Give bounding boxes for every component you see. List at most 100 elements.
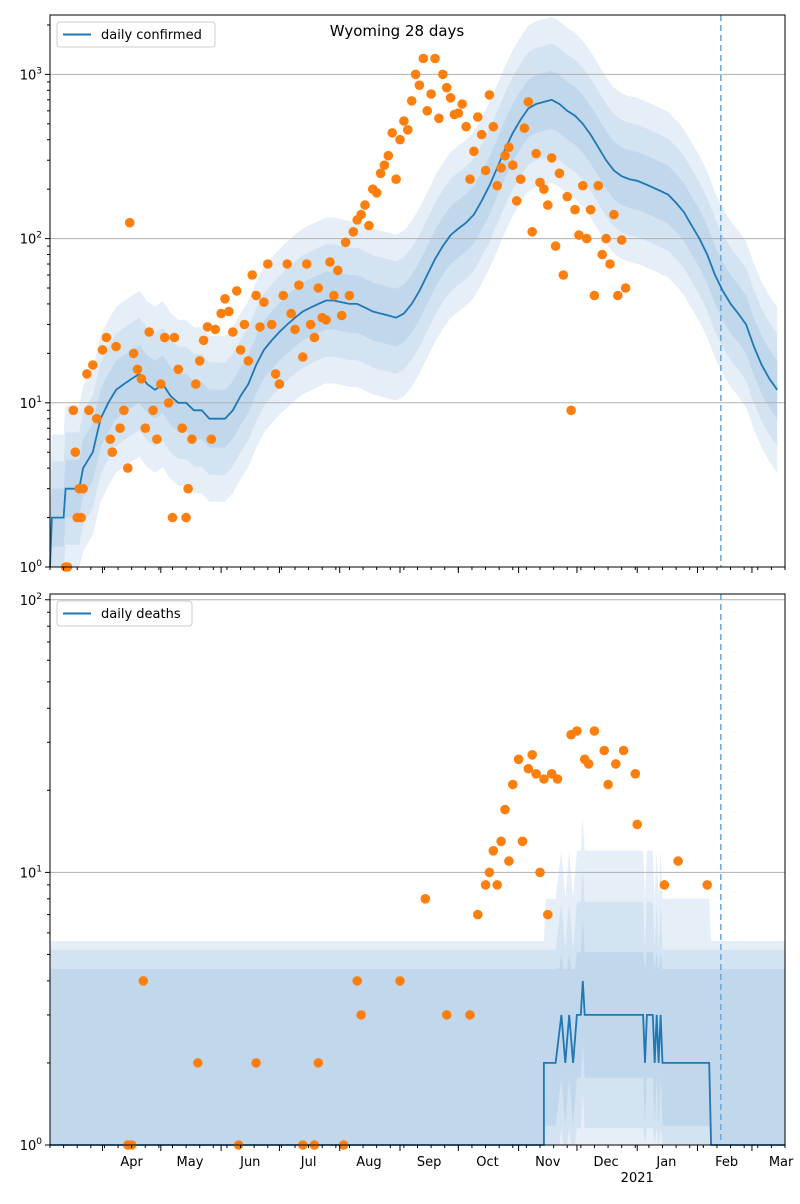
data-point-30: [535, 867, 545, 878]
data-point-63: [290, 324, 300, 335]
data-point-42: [611, 759, 621, 769]
data-point-59: [274, 379, 285, 389]
data-point-140: [589, 290, 600, 301]
data-point-17: [115, 423, 125, 434]
confirmed-x-ticks: [49, 567, 786, 573]
data-point-20: [124, 217, 135, 228]
data-point-143: [601, 233, 611, 244]
data-point-17: [480, 880, 491, 890]
data-point-48: [702, 880, 712, 890]
data-point-13: [420, 894, 431, 904]
y-tick-base: 10: [20, 68, 37, 83]
data-point-5: [251, 1058, 261, 1068]
data-point-3: [70, 447, 81, 458]
data-point-89: [391, 174, 401, 184]
data-point-7: [78, 483, 88, 494]
data-point-23: [136, 374, 147, 384]
data-point-93: [406, 96, 417, 106]
data-point-39: [194, 356, 205, 366]
y-tick-exponent: 0: [36, 1137, 42, 1147]
legend-label-confirmed: daily confirmed: [101, 28, 202, 43]
data-point-130: [550, 241, 561, 251]
data-point-121: [515, 174, 526, 184]
data-point-133: [562, 191, 572, 202]
y-tick-label-0: 100: [20, 1137, 43, 1154]
x-tick-label-apr: Apr: [120, 1155, 143, 1170]
data-point-25: [513, 754, 524, 765]
y-tick-base: 10: [20, 866, 37, 881]
data-point-16: [111, 341, 121, 352]
data-point-145: [609, 209, 619, 220]
data-point-13: [101, 332, 112, 343]
data-point-115: [492, 180, 503, 191]
data-point-122: [519, 123, 530, 133]
y-tick-base: 10: [20, 233, 37, 248]
data-point-57: [266, 319, 277, 330]
data-point-123: [523, 97, 534, 107]
data-point-47: [228, 327, 238, 337]
confirmed-uncertainty-bands: [50, 16, 778, 568]
confirmed-dots-layer: [60, 53, 631, 572]
data-point-131: [554, 168, 565, 179]
data-point-49: [235, 345, 246, 355]
data-point-82: [364, 220, 374, 231]
data-point-18: [484, 867, 495, 878]
data-point-16: [473, 909, 483, 920]
data-point-148: [620, 283, 631, 293]
y-tick-label-2: 102: [20, 592, 42, 609]
data-point-26: [148, 405, 158, 416]
data-point-105: [453, 108, 464, 118]
data-point-51: [243, 356, 254, 366]
y-tick-exponent: 2: [36, 231, 42, 241]
data-point-32: [543, 909, 553, 920]
data-point-67: [305, 319, 316, 330]
data-point-112: [480, 165, 491, 176]
data-point-41: [202, 322, 213, 332]
data-point-44: [630, 769, 641, 779]
data-point-46: [659, 880, 670, 890]
data-point-85: [375, 168, 386, 179]
data-point-19: [488, 846, 499, 856]
data-point-92: [403, 125, 413, 135]
data-point-138: [581, 233, 592, 244]
legend-box: [56, 21, 216, 48]
y-tick-base: 10: [20, 1139, 37, 1154]
data-point-34: [552, 774, 563, 784]
data-point-25: [144, 327, 154, 337]
y-tick-exponent: 2: [36, 592, 42, 602]
data-point-109: [469, 146, 479, 157]
data-point-129: [546, 153, 557, 163]
data-point-100: [434, 113, 444, 124]
data-point-39: [589, 726, 600, 736]
data-point-141: [593, 180, 604, 191]
data-point-99: [430, 53, 440, 64]
data-point-26: [517, 836, 528, 847]
data-point-97: [422, 106, 433, 116]
data-point-29: [531, 769, 541, 779]
data-point-33: [173, 364, 184, 375]
data-point-108: [465, 174, 475, 184]
data-point-12: [97, 345, 108, 355]
data-point-22: [132, 364, 143, 375]
y-tick-exponent: 3: [36, 66, 42, 76]
data-point-144: [605, 259, 615, 269]
data-point-38: [583, 759, 594, 769]
data-point-77: [344, 290, 355, 301]
data-point-101: [438, 69, 448, 80]
data-point-31: [167, 512, 178, 523]
data-point-142: [597, 249, 607, 260]
data-point-37: [187, 434, 197, 445]
x-tick-label-jun: Jun: [239, 1155, 260, 1170]
data-point-128: [543, 200, 553, 210]
y-tick-label-2: 102: [20, 231, 42, 248]
uncertainty-band-3: [50, 70, 778, 568]
data-point-45: [220, 294, 230, 304]
data-point-56: [263, 259, 273, 269]
y-tick-label-3: 103: [20, 66, 42, 83]
chart-title: Wyoming 28 days: [330, 22, 465, 40]
data-point-19: [123, 463, 133, 473]
deaths-x-ticks: Apr May Jun Jul Aug Sep Oct Nov Dec Jan Feb Mar: [49, 1145, 794, 1170]
x-tick-label-dec: Dec: [594, 1155, 619, 1170]
